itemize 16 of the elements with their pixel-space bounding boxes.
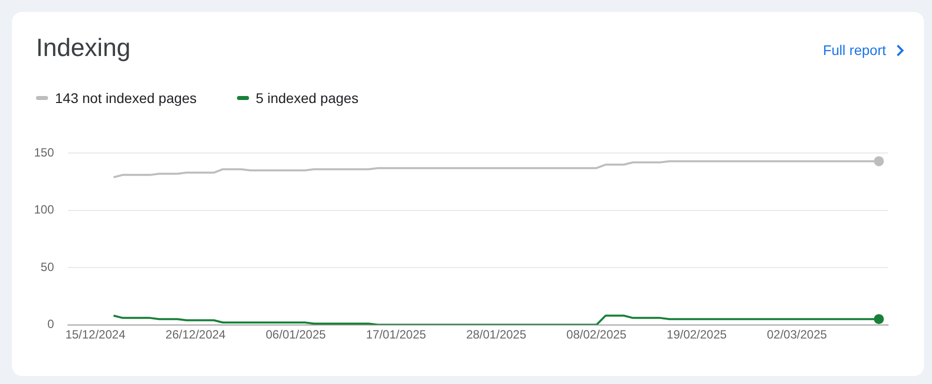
x-tick-label: 02/03/2025	[766, 327, 828, 342]
x-tick-label: 17/01/2025	[366, 327, 426, 342]
legend-label: 143 not indexed pages	[55, 90, 197, 106]
y-tick-label: 50	[40, 260, 54, 274]
x-tick-label: 08/02/2025	[566, 327, 627, 342]
y-tick-label: 100	[34, 202, 54, 217]
x-tick-label: 28/01/2025	[466, 327, 527, 342]
x-tick-label: 15/12/2024	[65, 327, 126, 342]
text: Full report	[822, 42, 886, 58]
x-tick-label: 06/01/2025	[266, 327, 326, 342]
chart-title: Indexing	[36, 34, 131, 63]
legend-label: 5 indexed pages	[256, 90, 358, 106]
x-tick-label: 19/02/2025	[666, 327, 728, 342]
y-tick-label: 150	[34, 146, 54, 160]
y-tick-label: 0	[47, 317, 54, 332]
x-tick-label: 26/12/2024	[166, 327, 226, 342]
